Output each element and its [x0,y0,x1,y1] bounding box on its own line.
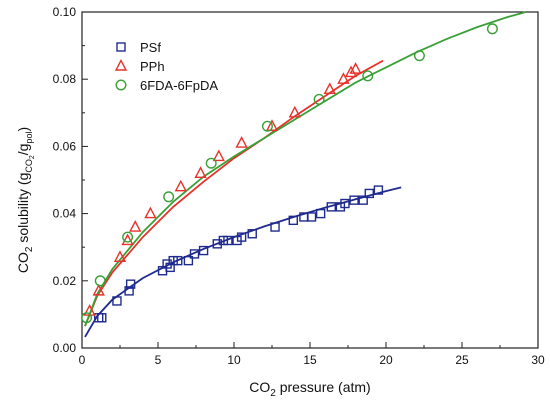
data-point-circle [486,23,498,35]
data-point-square [315,208,326,219]
y-title-c-sub: pol [24,132,34,144]
data-point-square [373,185,384,195]
x-tick-label: 25 [455,353,469,367]
data-point-square [189,249,200,259]
data-points [81,23,498,324]
data-point-triangle [288,105,301,118]
data-point-triangle [129,220,142,232]
data-point-square [183,255,194,266]
data-point-triangle [174,179,187,192]
data-point-circle [261,120,273,132]
data-point-square [112,296,122,306]
data-point-circle [362,70,374,82]
data-point-square [270,222,280,232]
x-axis-title: CO2 pressure (atm) [249,379,370,399]
data-point-triangle [121,233,134,246]
x-tick-label: 15 [303,353,317,367]
data-point-circle [313,93,325,105]
x-tick-label: 10 [227,353,241,367]
data-point-square [173,255,183,266]
data-point-square [358,195,368,205]
data-point-circle [94,275,106,287]
legend-label: PSf [140,40,161,55]
data-point-square [198,245,209,256]
data-point-triangle [344,65,358,78]
data-point-triangle [323,82,336,94]
data-point-triangle [212,149,225,162]
data-point-square [165,262,175,273]
data-point-triangle [337,72,350,84]
y-title-d: ) [15,127,31,132]
data-point-square [236,232,247,242]
y-title-a-sub: 2 [24,246,35,252]
x-tick-label: 0 [79,353,86,367]
x-title-post: pressure (atm) [276,379,371,395]
x-tick-label: 30 [531,353,545,367]
data-point-circle [413,50,425,62]
data-point-circle [205,157,217,169]
y-tick-label: 0.06 [53,139,77,153]
data-point-triangle [113,250,127,262]
data-point-square [364,188,374,199]
legend-label: 6FDA-6FpDA [140,78,218,93]
data-point-square [247,229,257,239]
data-point-triangle [265,119,279,131]
y-title-a: CO [15,252,31,273]
y-tick-label: 0.08 [53,72,77,86]
data-point-square [288,215,298,226]
fit-line-square [84,186,402,338]
data-point-circle [122,231,134,243]
x-tick-label: 20 [379,353,393,367]
data-point-square [306,212,317,222]
legend-marker-circle [115,79,127,91]
data-point-square [125,279,136,289]
y-title-c: /g [15,144,31,156]
data-point-square [349,195,359,205]
data-point-square [124,286,134,296]
y-tick-label: 0.10 [53,5,77,19]
data-point-square [326,202,336,212]
data-point-square [340,198,350,209]
y-title-b: solubility (g [15,173,31,247]
data-point-square [223,235,233,246]
x-tick-label: 5 [155,353,162,367]
data-point-triangle [194,166,207,178]
legend-marker-square [116,42,126,52]
x-title-sub: 2 [270,388,276,399]
data-point-triangle [83,304,96,316]
y-title-b-sub2: 2 [29,155,36,159]
y-axis: 0.00 0.02 0.04 0.06 0.08 0.10 [53,5,88,355]
data-point-triangle [235,136,248,148]
y-tick-label: 0.02 [53,274,77,288]
legend: PSf PPh 6FDA-6FpDA [114,40,218,93]
data-point-square [97,313,107,323]
legend-marker-triangle [114,58,128,71]
legend-label: PPh [140,59,165,74]
y-tick-label: 0.04 [53,207,77,221]
data-point-triangle [92,283,105,296]
data-point-triangle [349,62,362,74]
x-title-pre: CO [249,379,270,395]
x-axis: 0 5 10 15 20 25 30 [79,342,545,367]
y-axis-title: CO2 solubility (gCO2/gpol) [15,127,36,273]
data-point-circle [163,191,175,203]
y-title-b-sub: CO [24,159,34,173]
y-tick-label: 0.00 [53,341,77,355]
data-point-circle [81,312,93,324]
data-point-triangle [144,206,157,219]
